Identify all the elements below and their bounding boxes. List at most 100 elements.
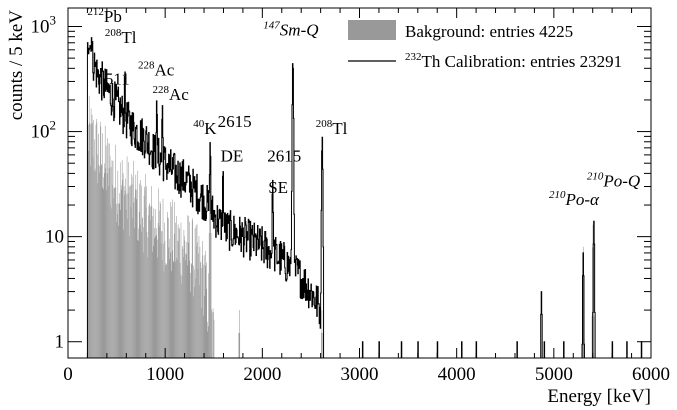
background-bin: [194, 286, 195, 358]
background-bin: [130, 206, 132, 358]
background-bin: [207, 326, 209, 358]
background-bin: [151, 205, 153, 358]
background-bin: [100, 121, 101, 359]
background-bin: [191, 220, 193, 358]
background-bin: [593, 315, 595, 358]
background-bin: [132, 218, 133, 358]
background-bin: [131, 174, 132, 358]
background-bin: [112, 184, 113, 358]
background-bin: [196, 245, 197, 358]
background-bin: [162, 198, 164, 358]
peak-label: SE: [268, 178, 288, 197]
background-bin: [91, 123, 92, 358]
background-bin: [105, 168, 106, 358]
peak-label-name: K: [204, 119, 217, 138]
background-bin: [198, 235, 200, 358]
background-bin: [94, 168, 96, 358]
background-bin: [211, 312, 213, 358]
background-bin: [168, 247, 170, 358]
peak-label: 147Sm-Q: [263, 20, 318, 40]
background-bin: [166, 264, 167, 358]
background-bin: [196, 224, 198, 358]
background-bin: [129, 236, 130, 358]
background-bin: [165, 265, 166, 358]
background-bin: [169, 259, 170, 358]
x-tick-label: 6000: [632, 364, 670, 385]
background-bin: [174, 261, 176, 358]
peak-label: 208Tl: [105, 27, 137, 47]
background-bin: [193, 269, 195, 358]
peak-label: 210Po-Q: [587, 171, 640, 191]
background-bin: [170, 201, 171, 358]
background-bin: [185, 253, 187, 358]
background-bin: [145, 173, 146, 358]
background-bin: [160, 203, 161, 358]
background-bin: [125, 178, 126, 358]
background-bin: [211, 309, 212, 358]
background-bin: [93, 120, 94, 358]
background-bin: [117, 170, 119, 358]
peak-label-isotope-mass: 210: [587, 171, 604, 183]
background-bin: [205, 265, 206, 358]
background-bin: [119, 210, 121, 358]
background-bin: [94, 139, 95, 358]
background-bin: [197, 242, 198, 358]
background-bin: [321, 310, 323, 358]
background-bin: [187, 215, 189, 358]
background-bin: [165, 263, 167, 358]
background-bin: [100, 126, 102, 359]
background-bin: [158, 188, 159, 358]
background-bin: [99, 166, 101, 358]
background-bin: [106, 173, 108, 358]
background-bin: [172, 199, 173, 358]
legend-swatch-background: [348, 20, 396, 40]
peak-label-name: Tl: [121, 28, 136, 47]
background-bin: [92, 122, 93, 358]
peak-label: 228Ac: [153, 84, 190, 104]
background-bin: [92, 156, 94, 358]
background-bin: [203, 264, 205, 358]
background-bin: [113, 198, 114, 358]
background-bin: [238, 332, 240, 358]
background-bin: [191, 264, 192, 358]
background-bin: [176, 216, 177, 358]
background-bin: [200, 262, 201, 358]
background-bin: [136, 189, 138, 358]
background-bin: [178, 241, 179, 358]
peak-label: 228Ac: [138, 60, 175, 80]
background-bin: [148, 205, 150, 358]
background-bin: [128, 187, 130, 358]
peak-label-name: Sm-Q: [280, 21, 319, 40]
background-bin: [134, 197, 136, 358]
background-bin: [147, 237, 149, 358]
background-bin: [195, 278, 196, 358]
background-bin: [108, 186, 109, 358]
background-bin: [153, 227, 155, 358]
background-bin: [209, 141, 211, 358]
background-bin: [180, 274, 181, 358]
background-bin: [126, 194, 127, 358]
background-bin: [135, 174, 137, 358]
background-bin: [99, 172, 100, 358]
background-bin: [115, 144, 116, 358]
peak-label-isotope-mass: 212: [87, 6, 104, 18]
background-bin: [206, 321, 208, 358]
background-bin: [124, 190, 126, 358]
background-bin: [239, 310, 240, 358]
background-bin: [169, 238, 171, 358]
peak-label: 2615: [267, 146, 301, 165]
background-bin: [207, 331, 208, 358]
peak-label-isotope-mass: 228: [138, 60, 155, 72]
background-bin: [197, 269, 199, 358]
background-bin: [120, 162, 122, 358]
peak-label-isotope-mass: 210: [549, 189, 566, 201]
background-bin: [107, 138, 108, 358]
background-bin: [208, 233, 210, 358]
background-bin: [180, 222, 182, 358]
background-bin: [199, 285, 200, 358]
background-bin: [151, 186, 152, 358]
background-bin: [145, 207, 147, 358]
background-bin: [174, 202, 175, 358]
x-tick-label: 2000: [243, 364, 281, 385]
background-bin: [112, 160, 114, 358]
